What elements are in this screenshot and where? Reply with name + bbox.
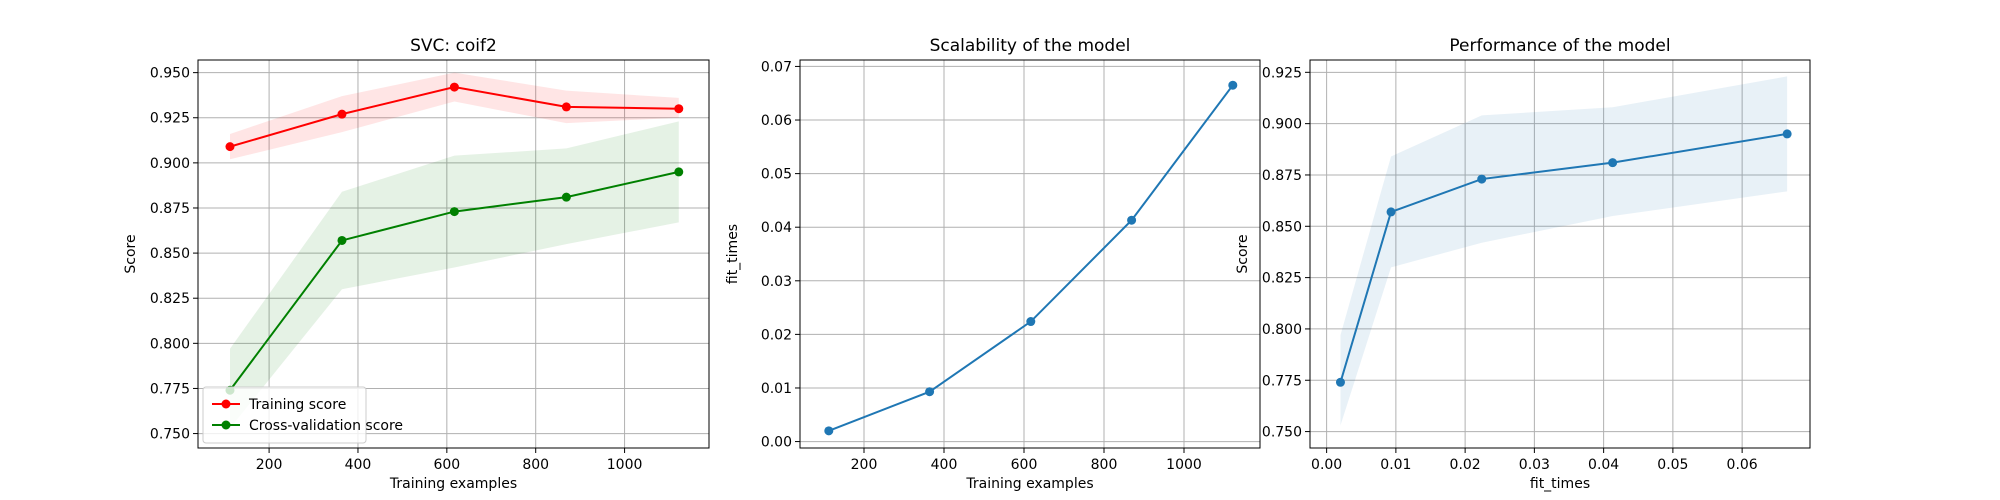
axes-frame <box>1309 59 1811 449</box>
chart-panel-2: 200 400 600 800 1000 0.00 0.01 0.02 0.03 0.04 0.05… <box>725 36 1261 492</box>
y-tick-label: 0.02 <box>761 327 792 343</box>
y-tick-label: 0.775 <box>150 381 190 397</box>
confidence-band <box>229 72 679 160</box>
y-tick-label: 0.825 <box>150 291 190 307</box>
data-point <box>1026 317 1036 327</box>
y-tick-label: 0.800 <box>150 336 190 352</box>
data-point <box>1477 174 1487 184</box>
x-tick-label: 1000 <box>1166 457 1202 473</box>
chart-title: SVC: coif2 <box>410 36 497 56</box>
y-tick-label: 0.850 <box>150 246 190 262</box>
data-point <box>1386 207 1396 217</box>
x-axis-label: fit_times <box>1530 476 1590 492</box>
y-tick-label: 0.01 <box>761 381 792 397</box>
y-tick-label: 0.06 <box>761 113 792 129</box>
y-tick-label: 0.05 <box>761 167 792 183</box>
data-point <box>674 167 684 177</box>
y-tick-label: 0.850 <box>1262 219 1302 235</box>
y-tick-label: 0.925 <box>150 111 190 127</box>
legend-label: Cross-validation score <box>249 418 403 434</box>
y-axis-label: Score <box>123 234 139 273</box>
data-point <box>824 426 834 436</box>
x-tick-label: 0.02 <box>1450 457 1481 473</box>
chart-title: Performance of the model <box>1449 36 1670 56</box>
x-tick-label: 0.01 <box>1380 457 1411 473</box>
data-point <box>1335 377 1345 387</box>
data-point <box>449 207 459 217</box>
confidence-band <box>1340 76 1788 426</box>
x-tick-label: 400 <box>931 457 958 473</box>
x-tick-label: 200 <box>256 457 283 473</box>
x-tick-label: 0.05 <box>1657 457 1688 473</box>
x-tick-label: 0.03 <box>1519 457 1550 473</box>
x-tick-label: 0.04 <box>1588 457 1619 473</box>
data-point <box>674 104 684 114</box>
x-axis-label: Training examples <box>965 476 1093 492</box>
y-axis-label: Score <box>1235 234 1251 273</box>
y-tick-label: 0.750 <box>150 427 190 443</box>
x-tick-label: 600 <box>433 457 460 473</box>
y-axis-label: fit_times <box>725 224 741 284</box>
y-tick-label: 0.875 <box>150 201 190 217</box>
y-tick-label: 0.825 <box>1262 271 1302 287</box>
x-tick-label: 600 <box>1011 457 1038 473</box>
data-point <box>449 82 459 92</box>
y-tick-label: 0.800 <box>1262 322 1302 338</box>
chart-panel-3: 0.00 0.01 0.02 0.03 0.04 0.05 0.06 0.750 0.775 0.… <box>1235 36 1811 492</box>
data-point <box>1608 158 1618 168</box>
legend-swatch-marker <box>221 399 231 409</box>
y-tick-label: 0.07 <box>761 59 792 75</box>
y-tick-label: 0.875 <box>1262 168 1302 184</box>
y-tick-label: 0.04 <box>761 220 792 236</box>
chart-panel-1: 200 400 600 800 1000 0.750 0.775 0.800 0.825 0.85… <box>123 36 710 492</box>
chart-title: Scalability of the model <box>930 36 1131 56</box>
y-tick-label: 0.925 <box>1262 65 1302 81</box>
x-axis-label: Training examples <box>389 476 517 492</box>
x-tick-label: 200 <box>851 457 878 473</box>
y-tick-label: 0.03 <box>761 274 792 290</box>
axes-frame <box>197 59 710 449</box>
data-point <box>925 387 935 397</box>
data-point <box>225 142 235 152</box>
data-point <box>337 109 347 119</box>
x-tick-label: 0.00 <box>1311 457 1342 473</box>
legend-box <box>202 386 367 444</box>
x-tick-label: 0.06 <box>1727 457 1758 473</box>
y-tick-label: 0.900 <box>1262 117 1302 133</box>
data-point <box>1228 80 1238 90</box>
legend-swatch-marker <box>221 420 231 430</box>
data-point <box>337 235 347 245</box>
y-tick-label: 0.00 <box>761 435 792 451</box>
data-point <box>1127 215 1137 225</box>
x-tick-label: 400 <box>345 457 372 473</box>
x-tick-label: 800 <box>1091 457 1118 473</box>
x-tick-label: 800 <box>522 457 549 473</box>
data-point <box>1782 129 1792 139</box>
x-tick-label: 1000 <box>607 457 643 473</box>
axes-frame <box>799 59 1261 449</box>
legend-label: Training score <box>248 397 346 413</box>
y-tick-label: 0.750 <box>1262 425 1302 441</box>
y-tick-label: 0.950 <box>150 66 190 82</box>
data-point <box>561 192 571 202</box>
y-tick-label: 0.900 <box>150 156 190 172</box>
data-point <box>561 102 571 112</box>
y-tick-label: 0.775 <box>1262 373 1302 389</box>
